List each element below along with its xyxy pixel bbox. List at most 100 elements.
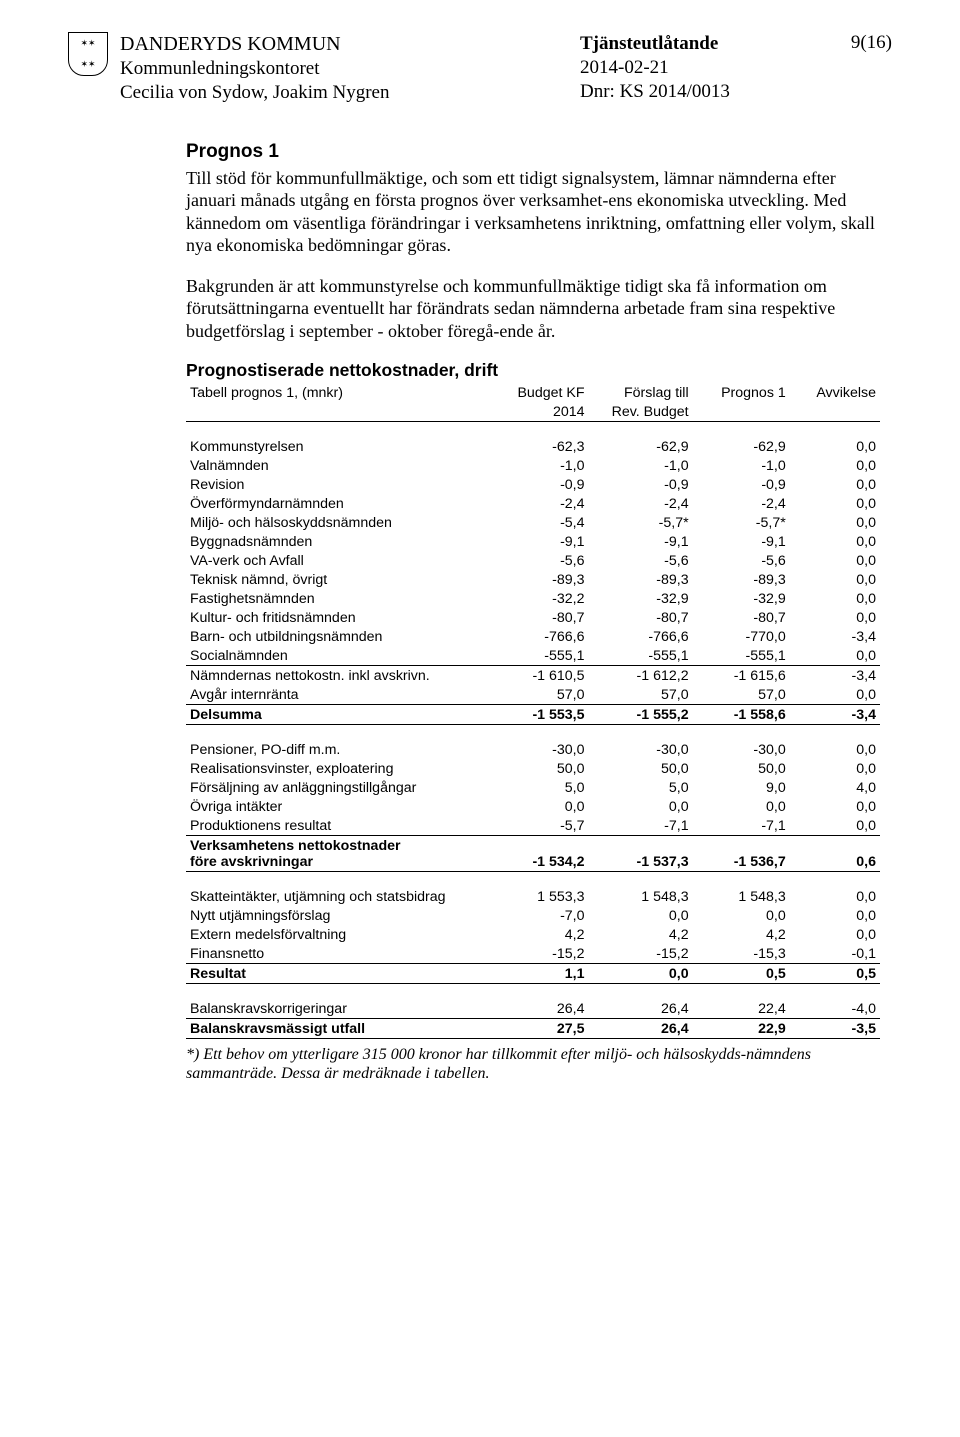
cell-value: 50,0 xyxy=(693,759,790,778)
cell-value: 0,0 xyxy=(790,685,880,705)
cell-value: -3,4 xyxy=(790,666,880,686)
cell-value: 50,0 xyxy=(491,759,588,778)
row-label: Miljö- och hälsoskyddsnämnden xyxy=(186,513,491,532)
row-label: Kommunstyrelsen xyxy=(186,437,491,456)
cell-value: -89,3 xyxy=(693,570,790,589)
paragraph-1: Till stöd för kommunfullmäktige, och som… xyxy=(186,167,880,257)
cell-value: -9,1 xyxy=(491,532,588,551)
table-row: Extern medelsförvaltning4,24,24,20,0 xyxy=(186,925,880,944)
row-label: Pensioner, PO-diff m.m. xyxy=(186,740,491,759)
authors: Cecilia von Sydow, Joakim Nygren xyxy=(120,81,568,105)
row-label: Resultat xyxy=(186,964,491,984)
cell-value: -0,1 xyxy=(790,944,880,964)
cell-value: 4,2 xyxy=(589,925,693,944)
table-row: Produktionens resultat-5,7-7,1-7,10,0 xyxy=(186,816,880,836)
cell-value: -5,7 xyxy=(491,816,588,836)
row-label: Produktionens resultat xyxy=(186,816,491,836)
cell-value: 1,1 xyxy=(491,964,588,984)
cell-value: 57,0 xyxy=(589,685,693,705)
cell-value: -62,9 xyxy=(693,437,790,456)
cell-value: -1 555,2 xyxy=(589,705,693,725)
cell-value: -30,0 xyxy=(589,740,693,759)
cell-value: 1 548,3 xyxy=(589,887,693,906)
section-title: Prognos 1 xyxy=(186,141,880,163)
cell-value: -1,0 xyxy=(693,456,790,475)
table-row: Verksamhetens nettokostnaderföre avskriv… xyxy=(186,836,880,872)
row-label: Realisationsvinster, exploatering xyxy=(186,759,491,778)
table-row: Nytt utjämningsförslag-7,00,00,00,0 xyxy=(186,906,880,925)
cell-value: -1 612,2 xyxy=(589,666,693,686)
table-row: Balanskravsmässigt utfall27,526,422,9-3,… xyxy=(186,1019,880,1039)
doc-type: Tjänsteutlåtande xyxy=(580,32,810,56)
cell-value: 0,5 xyxy=(693,964,790,984)
cell-value: -555,1 xyxy=(693,646,790,666)
spacer-row xyxy=(186,984,880,1000)
table-row: Pensioner, PO-diff m.m.-30,0-30,0-30,00,… xyxy=(186,740,880,759)
cell-value: 0,0 xyxy=(790,551,880,570)
table-title: Prognostiserade nettokostnader, drift xyxy=(186,360,880,381)
cell-value: -9,1 xyxy=(693,532,790,551)
table-row: Skatteintäkter, utjämning och statsbidra… xyxy=(186,887,880,906)
paragraph-2: Bakgrunden är att kommunstyrelse och kom… xyxy=(186,275,880,343)
row-label: Verksamhetens nettokostnaderföre avskriv… xyxy=(186,836,491,872)
cell-value: 0,5 xyxy=(790,964,880,984)
doc-date: 2014-02-21 xyxy=(580,56,810,80)
cell-value: -89,3 xyxy=(491,570,588,589)
table-row: Byggnadsnämnden-9,1-9,1-9,10,0 xyxy=(186,532,880,551)
table-row: Övriga intäkter0,00,00,00,0 xyxy=(186,797,880,816)
table-footnote: *) Ett behov om ytterligare 315 000 kron… xyxy=(186,1045,880,1083)
cell-value: -15,3 xyxy=(693,944,790,964)
cell-value: 0,0 xyxy=(589,797,693,816)
cell-value: -30,0 xyxy=(491,740,588,759)
spacer-row xyxy=(186,422,880,438)
row-label: Extern medelsförvaltning xyxy=(186,925,491,944)
cell-value: -1,0 xyxy=(491,456,588,475)
cell-value: 0,6 xyxy=(790,836,880,872)
row-label: Övriga intäkter xyxy=(186,797,491,816)
cell-value: -1 536,7 xyxy=(693,836,790,872)
cell-value: -5,7* xyxy=(693,513,790,532)
col-header-3: Prognos 1 xyxy=(693,383,790,402)
cell-value: 0,0 xyxy=(790,740,880,759)
dept-name: Kommunledningskontoret xyxy=(120,57,568,81)
table-row: Fastighetsnämnden-32,2-32,9-32,90,0 xyxy=(186,589,880,608)
cell-value: -3,4 xyxy=(790,705,880,725)
row-label: Kultur- och fritidsnämnden xyxy=(186,608,491,627)
cell-value: 0,0 xyxy=(790,494,880,513)
cell-value: -5,7* xyxy=(589,513,693,532)
cell-value: 0,0 xyxy=(693,906,790,925)
cell-value: -1 610,5 xyxy=(491,666,588,686)
table-row: Delsumma-1 553,5-1 555,2-1 558,6-3,4 xyxy=(186,705,880,725)
table-row: Avgår internränta57,057,057,00,0 xyxy=(186,685,880,705)
row-label: Försäljning av anläggningstillgångar xyxy=(186,778,491,797)
cell-value: 4,2 xyxy=(491,925,588,944)
row-label: Balanskravskorrigeringar xyxy=(186,999,491,1019)
cell-value: -1 615,6 xyxy=(693,666,790,686)
cell-value: -7,1 xyxy=(693,816,790,836)
row-label: Överförmyndarnämnden xyxy=(186,494,491,513)
cell-value: 0,0 xyxy=(790,816,880,836)
row-label: Byggnadsnämnden xyxy=(186,532,491,551)
cell-value: -5,6 xyxy=(693,551,790,570)
table-row: Balanskravskorrigeringar26,426,422,4-4,0 xyxy=(186,999,880,1019)
cell-value: -2,4 xyxy=(589,494,693,513)
table-row: Revision-0,9-0,9-0,90,0 xyxy=(186,475,880,494)
cell-value: 1 553,3 xyxy=(491,887,588,906)
cell-value: 0,0 xyxy=(790,608,880,627)
cell-value: -0,9 xyxy=(589,475,693,494)
row-label: Revision xyxy=(186,475,491,494)
cell-value: -32,9 xyxy=(589,589,693,608)
cell-value: 27,5 xyxy=(491,1019,588,1039)
cell-value: -62,9 xyxy=(589,437,693,456)
cell-value: -15,2 xyxy=(589,944,693,964)
cell-value: -770,0 xyxy=(693,627,790,646)
cell-value: -5,6 xyxy=(589,551,693,570)
cell-value: -1 537,3 xyxy=(589,836,693,872)
spacer-row xyxy=(186,725,880,741)
table-row: Finansnetto-15,2-15,2-15,3-0,1 xyxy=(186,944,880,964)
col-header-1a: Budget KF xyxy=(491,383,588,402)
header-left: DANDERYDS KOMMUN Kommunledningskontoret … xyxy=(120,32,568,105)
table-body: Kommunstyrelsen-62,3-62,9-62,90,0Valnämn… xyxy=(186,422,880,1039)
page-number: 9(16) xyxy=(822,32,892,54)
cell-value: -30,0 xyxy=(693,740,790,759)
